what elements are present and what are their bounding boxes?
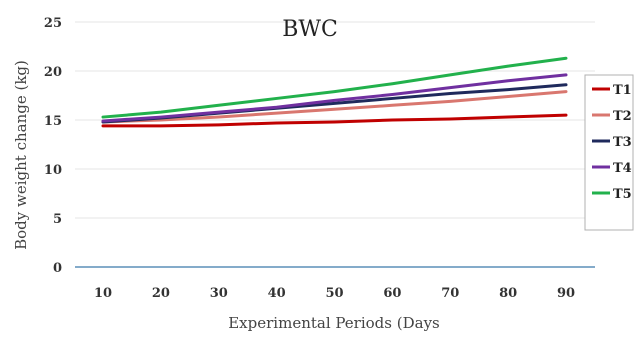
x-tick-label: 20 — [152, 286, 170, 301]
x-tick-label: 50 — [325, 286, 343, 301]
legend-label-t1: T1 — [613, 83, 632, 98]
y-tick-label: 10 — [44, 163, 62, 178]
x-axis-title: Experimental Periods (Days — [228, 314, 440, 332]
chart-title: BWC — [282, 17, 338, 42]
x-tick-label: 80 — [499, 286, 517, 301]
x-tick-label: 70 — [441, 286, 459, 301]
legend-label-t3: T3 — [613, 135, 632, 150]
y-tick-label: 15 — [44, 114, 62, 129]
y-tick-label: 25 — [44, 16, 62, 31]
legend-label-t4: T4 — [613, 161, 632, 176]
y-axis-title: Body weight change (kg) — [12, 60, 30, 250]
series-line-t5 — [101, 56, 568, 119]
legend-box — [584, 74, 634, 231]
y-tick-label: 20 — [44, 65, 62, 80]
x-tick-label: 40 — [268, 286, 286, 301]
series-line-t2 — [101, 90, 568, 124]
legend: T1 T2 T3 T4 T5 — [584, 74, 634, 231]
legend-label-t2: T2 — [613, 109, 632, 124]
x-tick-label: 30 — [210, 286, 228, 301]
series-lines — [101, 56, 568, 128]
x-tick-label: 10 — [94, 286, 112, 301]
legend-label-t5: T5 — [613, 187, 632, 202]
y-tick-label: 0 — [53, 261, 62, 276]
x-tick-label: 60 — [383, 286, 401, 301]
series-line-t4 — [101, 73, 568, 123]
series-line-t1 — [101, 113, 568, 128]
x-tick-label: 90 — [557, 286, 575, 301]
tick-labels: 0 5 10 15 20 25 10 20 30 40 50 60 70 80 90 — [44, 16, 575, 301]
y-tick-label: 5 — [53, 212, 62, 227]
